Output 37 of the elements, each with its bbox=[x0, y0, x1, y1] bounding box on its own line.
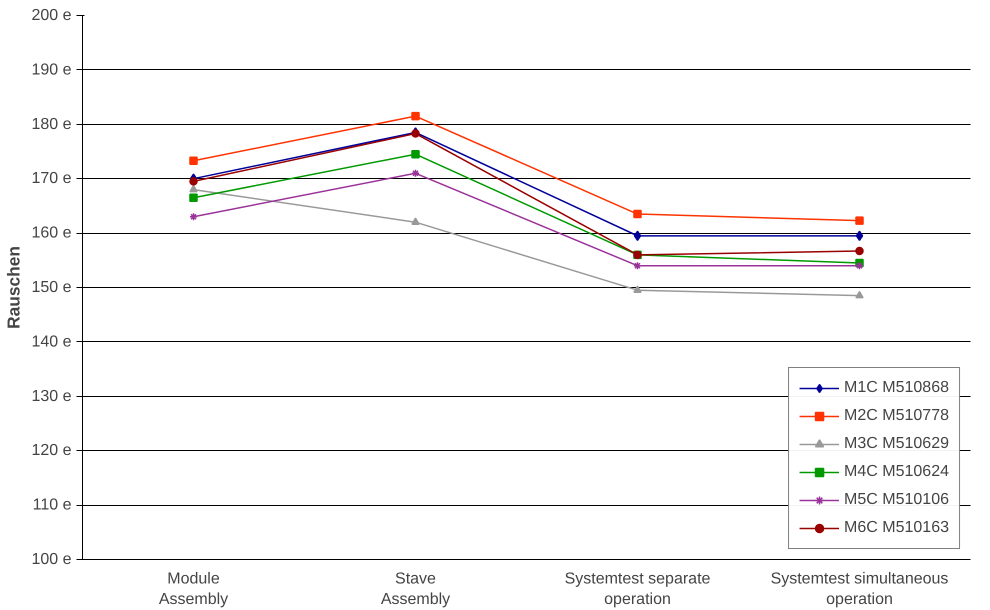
legend-label: M4C M510624 bbox=[844, 463, 949, 481]
point bbox=[189, 184, 198, 192]
point bbox=[189, 193, 198, 202]
y-tick-label: 190 e bbox=[31, 61, 72, 78]
point bbox=[411, 150, 420, 158]
legend-label: M3C M510629 bbox=[844, 435, 949, 453]
x-tick-label: Systemtest separate operation bbox=[564, 570, 711, 608]
y-tick-label: 120 e bbox=[31, 442, 72, 460]
y-tick-label: 180 e bbox=[31, 116, 72, 133]
legend-label: M6C M510163 bbox=[844, 519, 949, 537]
point bbox=[634, 230, 642, 242]
point bbox=[633, 285, 642, 293]
y-tick-label: 140 e bbox=[31, 333, 72, 350]
legend-label: M1C M510868 bbox=[844, 379, 949, 397]
y-tick-label: 110 e bbox=[32, 496, 72, 514]
x-tick-label: Stave Assembly bbox=[380, 570, 450, 608]
point bbox=[411, 217, 420, 225]
x-tick-label: Module Assembly bbox=[158, 570, 228, 608]
point bbox=[411, 112, 420, 120]
point bbox=[856, 230, 864, 242]
point bbox=[855, 216, 864, 225]
y-tick-label: 160 e bbox=[31, 224, 72, 242]
legend-label: M5C M510106 bbox=[844, 491, 949, 509]
y-tick-label: 150 e bbox=[31, 279, 72, 296]
point bbox=[189, 156, 198, 165]
x-tick-label: Systemtest simultaneous operation bbox=[770, 570, 948, 608]
y-tick-label: 170 e bbox=[31, 170, 72, 188]
y-axis-title: Rauschen bbox=[3, 246, 24, 329]
point bbox=[855, 246, 864, 256]
y-tick-label: 130 e bbox=[31, 388, 72, 405]
point bbox=[633, 210, 642, 218]
point bbox=[411, 169, 420, 178]
point bbox=[855, 290, 864, 298]
legend-label: M2C M510778 bbox=[844, 407, 949, 425]
y-tick-label: 200 e bbox=[31, 7, 72, 24]
point bbox=[189, 177, 198, 186]
y-tick-label: 100 e bbox=[31, 551, 72, 568]
